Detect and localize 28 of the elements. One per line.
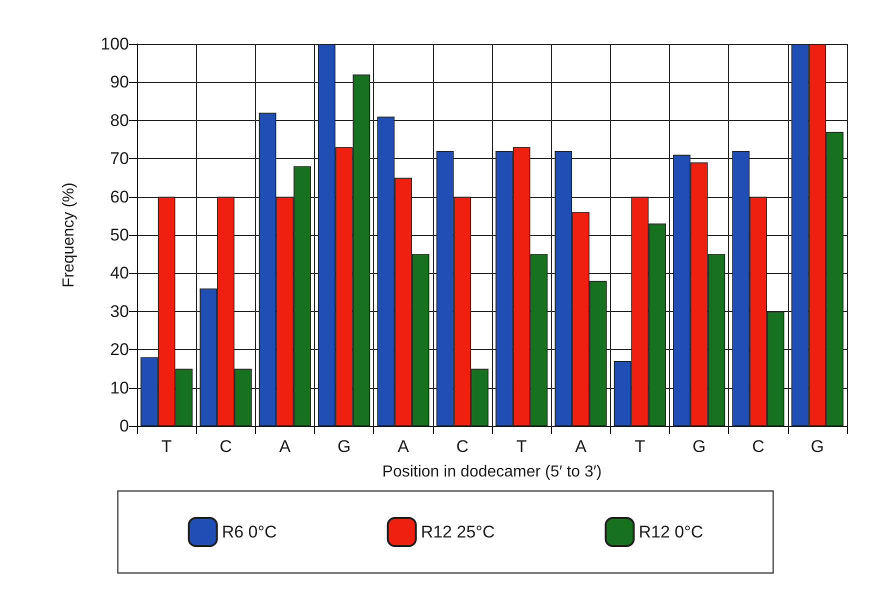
x-axis-title: Position in dodecamer (5′ to 3′) bbox=[382, 464, 602, 480]
y-tick-label: 50 bbox=[110, 226, 129, 244]
y-tick-label: 80 bbox=[110, 110, 129, 130]
y-tick-label: 40 bbox=[110, 264, 129, 283]
x-tick-label: T bbox=[516, 437, 527, 456]
y-tick-label: 30 bbox=[110, 302, 129, 321]
y-tick-label: 90 bbox=[110, 72, 129, 92]
legend-label: R12 25°C bbox=[420, 522, 495, 542]
x-tick-label: T bbox=[634, 437, 646, 456]
x-tick-label: A bbox=[575, 437, 588, 456]
y-tick-label: 0 bbox=[120, 416, 129, 436]
legend-label: R12 0°C bbox=[638, 522, 704, 542]
y-axis-title: Frequency (%) bbox=[60, 182, 78, 288]
y-tick-label: 100 bbox=[100, 34, 129, 54]
y-tick-label: 10 bbox=[110, 378, 129, 398]
legend-label: R6 0°C bbox=[222, 522, 277, 542]
y-tick-label: 20 bbox=[110, 340, 129, 360]
y-tick-label: 70 bbox=[110, 149, 129, 168]
x-tick-label: C bbox=[752, 437, 764, 456]
y-tick-label: 60 bbox=[110, 187, 129, 206]
x-tick-label: T bbox=[161, 437, 172, 456]
x-tick-label: G bbox=[337, 437, 351, 456]
x-tick-label: C bbox=[456, 437, 469, 456]
x-tick-label: A bbox=[279, 437, 292, 456]
x-tick-label: G bbox=[810, 437, 824, 456]
x-tick-label: C bbox=[220, 437, 232, 456]
x-tick-label: A bbox=[398, 437, 410, 456]
x-tick-label: G bbox=[692, 437, 706, 456]
